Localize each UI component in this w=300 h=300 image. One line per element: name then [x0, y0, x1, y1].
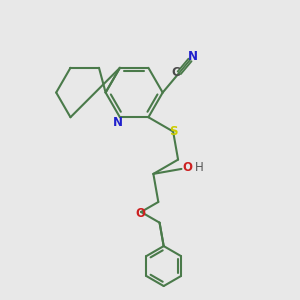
Text: S: S	[169, 125, 178, 138]
Text: C: C	[172, 65, 180, 79]
Text: H: H	[195, 161, 204, 174]
Text: N: N	[188, 50, 198, 63]
Text: N: N	[113, 116, 123, 128]
Text: O: O	[135, 207, 145, 220]
Text: O: O	[183, 161, 193, 174]
